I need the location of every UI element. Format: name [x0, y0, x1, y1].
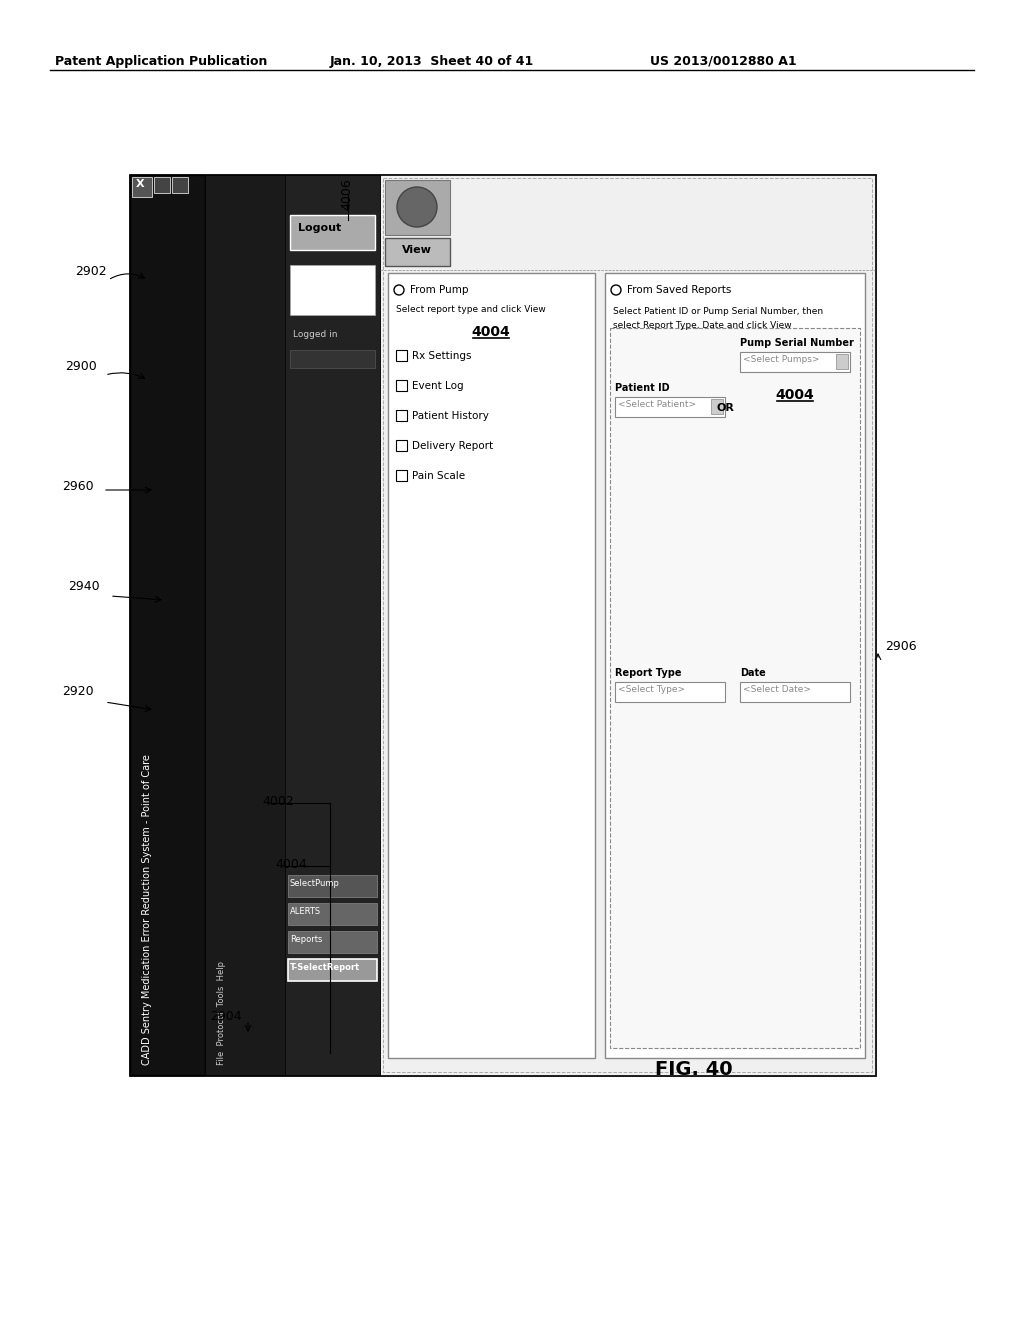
- Text: 2904: 2904: [210, 1010, 242, 1023]
- Text: Pain Scale: Pain Scale: [412, 471, 465, 480]
- Text: 4004: 4004: [275, 858, 307, 871]
- Bar: [605, 273, 865, 1059]
- Bar: [288, 903, 377, 925]
- Text: Rx Settings: Rx Settings: [412, 351, 471, 360]
- Text: <Select Type>: <Select Type>: [618, 685, 685, 694]
- Text: Patient History: Patient History: [412, 411, 488, 421]
- Text: US 2013/0012880 A1: US 2013/0012880 A1: [650, 55, 797, 69]
- Text: Patent Application Publication: Patent Application Publication: [55, 55, 267, 69]
- Text: 2940: 2940: [68, 579, 99, 593]
- Bar: [396, 350, 407, 360]
- Bar: [288, 960, 377, 981]
- Bar: [130, 176, 874, 1074]
- Text: Jan. 10, 2013  Sheet 40 of 41: Jan. 10, 2013 Sheet 40 of 41: [330, 55, 535, 69]
- Text: ALERTS: ALERTS: [290, 907, 322, 916]
- Bar: [385, 238, 450, 267]
- Bar: [383, 178, 872, 1072]
- Text: 2960: 2960: [62, 480, 93, 492]
- Bar: [615, 682, 725, 702]
- Bar: [615, 397, 725, 417]
- Bar: [205, 176, 285, 1074]
- Bar: [288, 931, 377, 953]
- Bar: [396, 470, 407, 480]
- Text: Delivery Report: Delivery Report: [412, 441, 494, 451]
- Text: select Report Type, Date and click View: select Report Type, Date and click View: [613, 321, 792, 330]
- Text: 4004: 4004: [472, 325, 510, 339]
- Ellipse shape: [397, 187, 437, 227]
- Bar: [172, 177, 188, 193]
- Text: <Select Patient>: <Select Patient>: [618, 400, 696, 409]
- Text: 2900: 2900: [65, 360, 96, 374]
- Text: Report Type: Report Type: [615, 668, 682, 678]
- Bar: [290, 265, 375, 315]
- Text: Reports: Reports: [290, 935, 323, 944]
- Bar: [396, 440, 407, 451]
- Bar: [388, 273, 595, 1059]
- Bar: [740, 682, 850, 702]
- Bar: [711, 399, 723, 414]
- Text: Logged in: Logged in: [293, 330, 338, 339]
- Bar: [396, 380, 407, 391]
- Bar: [836, 354, 848, 370]
- Text: X: X: [136, 180, 144, 189]
- Text: 4002: 4002: [262, 795, 294, 808]
- Text: <Select Date>: <Select Date>: [743, 685, 811, 694]
- Bar: [396, 411, 407, 421]
- Text: T-SelectReport: T-SelectReport: [290, 964, 360, 972]
- Text: Pump Serial Number: Pump Serial Number: [740, 338, 854, 348]
- Bar: [290, 215, 375, 249]
- Text: Date: Date: [740, 668, 766, 678]
- Text: View: View: [402, 246, 432, 255]
- Bar: [385, 180, 450, 235]
- Bar: [610, 327, 860, 1048]
- Text: SelectPump: SelectPump: [290, 879, 340, 888]
- Text: Patient ID: Patient ID: [615, 383, 670, 393]
- Text: FIG. 40: FIG. 40: [655, 1060, 732, 1078]
- Bar: [288, 875, 377, 898]
- Text: Select report type and click View: Select report type and click View: [396, 305, 546, 314]
- Bar: [380, 176, 874, 1074]
- Text: From Saved Reports: From Saved Reports: [627, 285, 731, 294]
- Bar: [130, 176, 205, 1074]
- Text: 4006: 4006: [340, 178, 353, 210]
- Text: Select Patient ID or Pump Serial Number, then: Select Patient ID or Pump Serial Number,…: [613, 308, 823, 315]
- Bar: [285, 176, 380, 1074]
- Text: 4004: 4004: [775, 388, 814, 403]
- Bar: [740, 352, 850, 372]
- Text: Event Log: Event Log: [412, 381, 464, 391]
- Bar: [290, 350, 375, 368]
- Text: 2902: 2902: [75, 265, 106, 279]
- Text: OR: OR: [716, 403, 734, 413]
- Text: CADD Sentry Medication Error Reduction System - Point of Care: CADD Sentry Medication Error Reduction S…: [142, 754, 152, 1065]
- Bar: [132, 177, 152, 197]
- Bar: [154, 177, 170, 193]
- Text: <Select Pumps>: <Select Pumps>: [743, 355, 819, 364]
- Text: File  Protocol  Tools  Help: File Protocol Tools Help: [217, 961, 226, 1065]
- Text: 2920: 2920: [62, 685, 93, 698]
- Text: Logout: Logout: [298, 223, 341, 234]
- Text: 2906: 2906: [885, 640, 916, 653]
- Text: From Pump: From Pump: [410, 285, 469, 294]
